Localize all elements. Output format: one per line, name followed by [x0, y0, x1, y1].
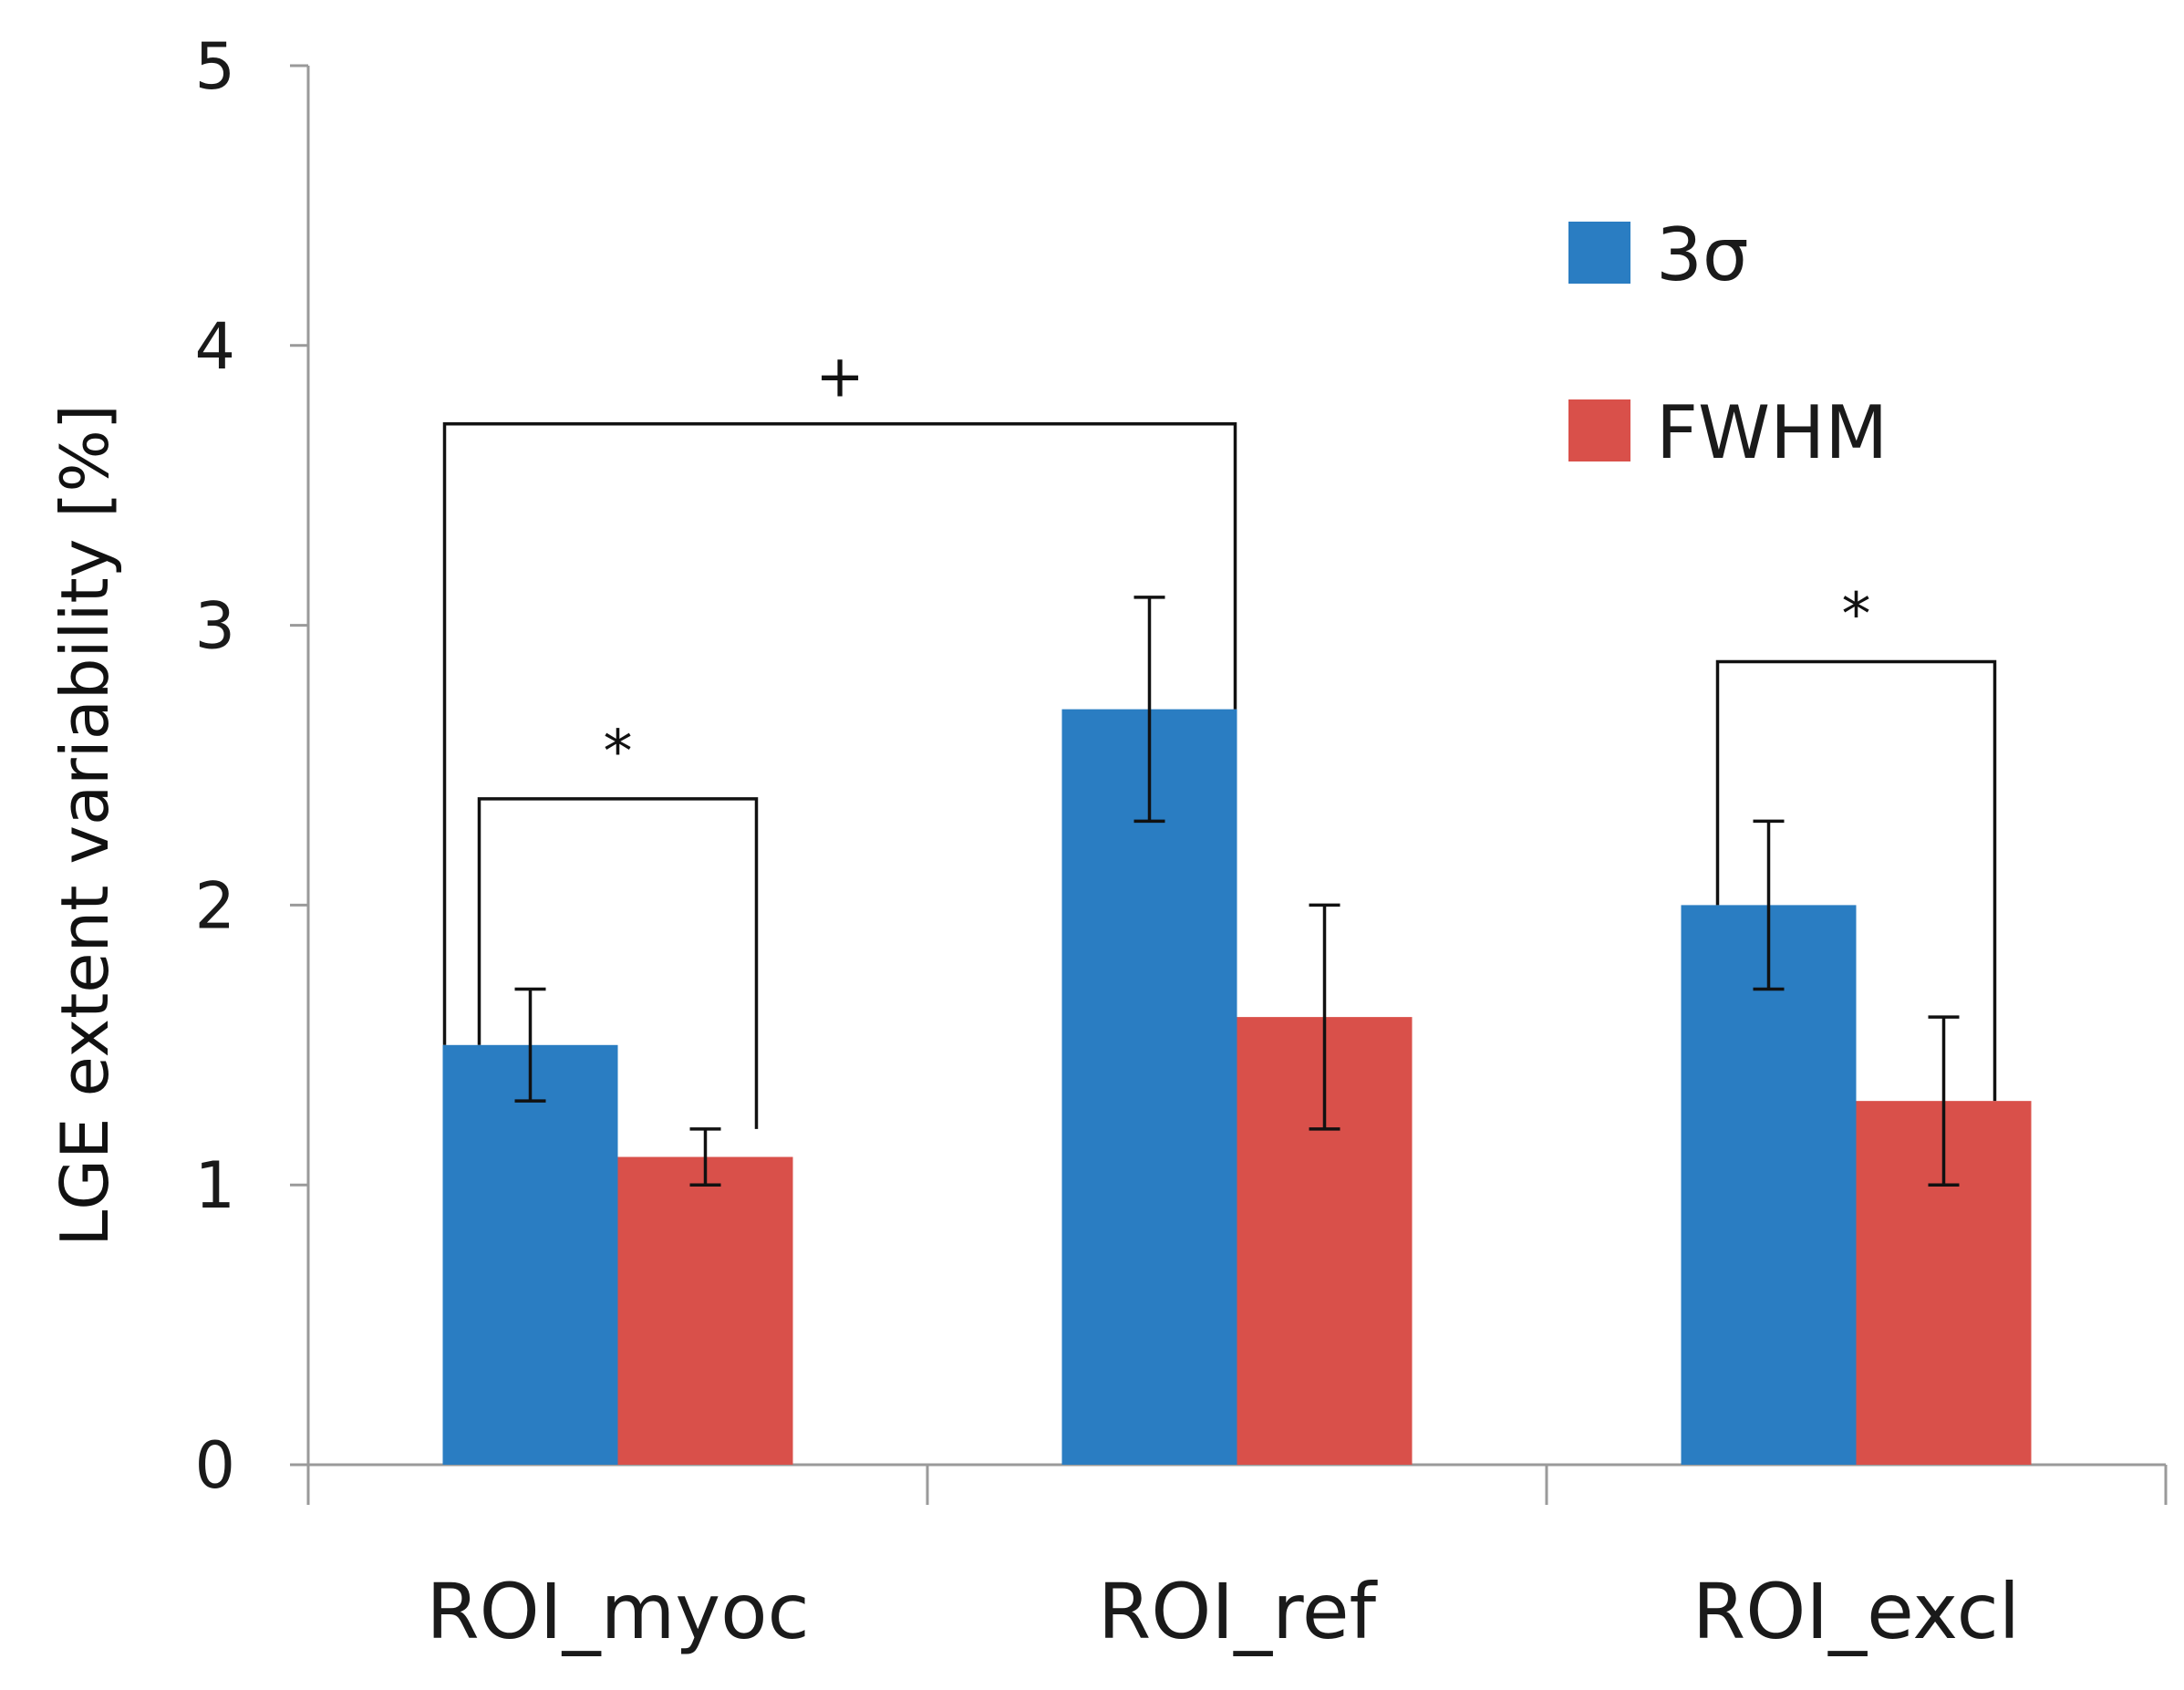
legend-swatch	[1568, 222, 1630, 284]
legend: 3σ FWHM	[1568, 213, 1888, 475]
significance-annotations: * + *	[442, 344, 1997, 1129]
significance-bracket	[477, 797, 759, 1129]
y-tick-label: 4	[194, 309, 235, 384]
y-tick-label: 1	[194, 1148, 235, 1223]
legend-label: 3σ	[1656, 213, 1749, 297]
error-bars	[514, 596, 1960, 1187]
significance-marker: *	[1842, 581, 1871, 648]
significance-marker: +	[815, 344, 864, 411]
y-tick-label: 5	[194, 29, 235, 104]
y-tick-label: 0	[194, 1428, 235, 1503]
x-category-label: ROI_myoc	[426, 1567, 809, 1656]
y-tick-label: 2	[194, 868, 235, 943]
bar-sigma	[1681, 905, 1857, 1465]
x-category-label: ROI_excl	[1692, 1567, 2020, 1656]
y-axis-label: LGE extent variability [%]	[47, 404, 123, 1247]
significance-marker: *	[604, 719, 633, 786]
axes: 0 1 2 3 4 5 ROI_myoc ROI_ref ROI_excl	[194, 29, 2168, 1656]
legend-label: FWHM	[1656, 390, 1888, 475]
significance-bracket	[442, 421, 1237, 1045]
bars	[442, 709, 2032, 1465]
legend-swatch	[1568, 399, 1630, 461]
y-tick-label: 3	[194, 589, 235, 664]
bar-sigma	[1061, 709, 1237, 1465]
x-category-label: ROI_ref	[1098, 1567, 1379, 1656]
significance-bracket	[1715, 659, 1997, 1102]
bar-sigma	[442, 1044, 618, 1465]
bar-fwhm	[617, 1156, 793, 1465]
